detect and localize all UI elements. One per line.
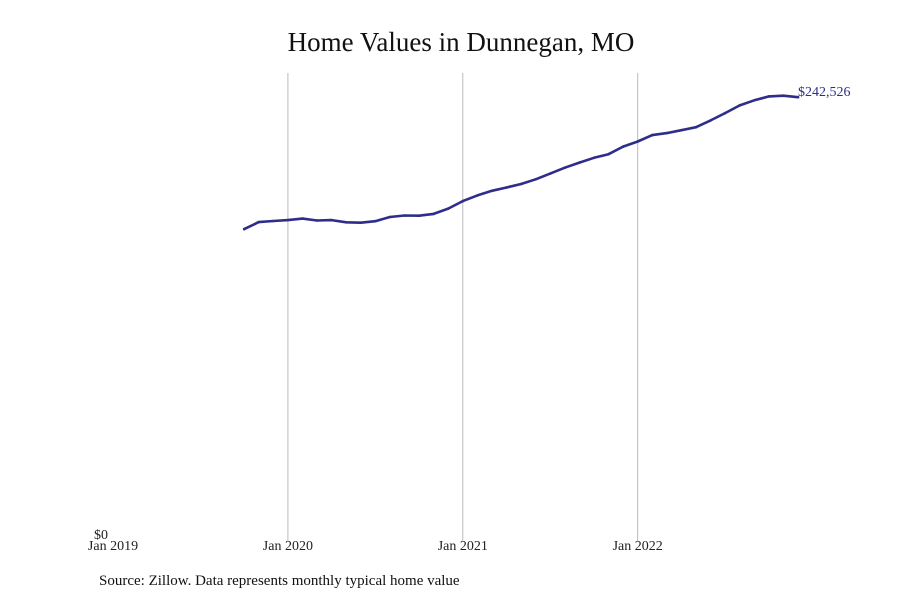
- data-point: [563, 166, 567, 169]
- data-point: [446, 207, 450, 210]
- data-point: [519, 182, 523, 186]
- data-point: [636, 140, 639, 143]
- data-point: [461, 199, 465, 203]
- data-point: [374, 219, 377, 223]
- data-point: [607, 152, 610, 156]
- annotation-layer: $242,526: [798, 85, 851, 100]
- data-point: [315, 219, 319, 222]
- series-layer: [242, 94, 800, 231]
- data-point: [432, 212, 435, 216]
- data-point: [782, 94, 785, 97]
- x-tick-label: Jan 2022: [613, 539, 663, 554]
- x-tick-label: Jan 2020: [263, 539, 313, 554]
- data-point: [680, 128, 683, 132]
- data-point: [257, 220, 261, 224]
- data-point: [723, 111, 727, 115]
- data-point: [505, 186, 508, 189]
- data-point: [548, 172, 552, 175]
- source-note: Source: Zillow. Data represents monthly …: [99, 573, 460, 589]
- data-point: [286, 218, 290, 222]
- data-point: [753, 99, 756, 102]
- data-point: [534, 178, 537, 181]
- x-tick-label: Jan 2021: [438, 539, 488, 554]
- axis-tick-labels: Jan 2019 Jan 2020 Jan 2021 Jan 2022 $0: [88, 528, 663, 554]
- data-point: [578, 161, 581, 164]
- data-point: [301, 217, 304, 220]
- data-point: [490, 189, 494, 193]
- data-point: [344, 221, 348, 224]
- data-point: [476, 194, 479, 197]
- data-point: [621, 145, 625, 148]
- y-tick-label: $0: [94, 528, 108, 543]
- data-point: [767, 95, 771, 98]
- data-point: [738, 104, 741, 107]
- data-point: [665, 131, 669, 135]
- data-point: [417, 214, 421, 217]
- series-line: [242, 94, 800, 231]
- data-point: [403, 214, 406, 217]
- end-value-label: $242,526: [798, 85, 851, 100]
- chart-title: Home Values in Dunnegan, MO: [287, 27, 635, 57]
- data-point: [242, 227, 246, 231]
- data-point: [359, 221, 363, 224]
- vertical-gridlines: [287, 73, 639, 541]
- data-point: [694, 125, 698, 129]
- data-point: [592, 156, 596, 160]
- x-tick-label: Jan 2019: [88, 539, 138, 554]
- data-point: [796, 95, 800, 99]
- data-point: [272, 219, 275, 223]
- data-point: [330, 218, 333, 222]
- data-point: [709, 119, 712, 122]
- data-point: [651, 133, 654, 137]
- data-point: [388, 215, 392, 219]
